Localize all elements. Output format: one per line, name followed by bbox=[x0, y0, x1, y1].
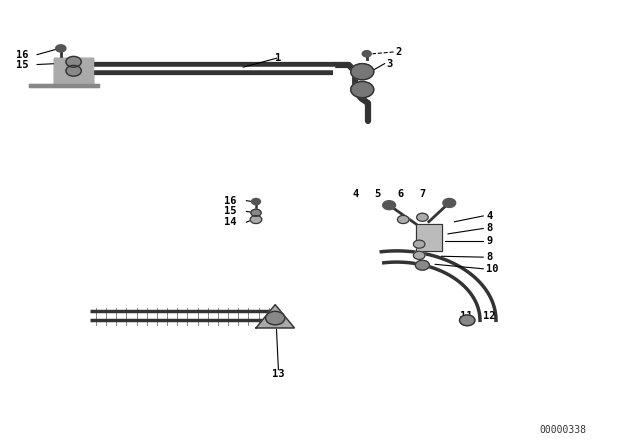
Circle shape bbox=[460, 315, 475, 326]
Text: 15: 15 bbox=[224, 207, 237, 216]
Circle shape bbox=[443, 198, 456, 207]
Text: 1: 1 bbox=[275, 53, 282, 63]
Text: 16: 16 bbox=[224, 196, 237, 206]
Polygon shape bbox=[416, 224, 442, 251]
Text: 4: 4 bbox=[486, 211, 493, 221]
Text: 15: 15 bbox=[16, 60, 29, 69]
Circle shape bbox=[415, 260, 429, 270]
Text: 11: 11 bbox=[460, 311, 472, 321]
Circle shape bbox=[362, 51, 371, 57]
Circle shape bbox=[413, 240, 425, 248]
Circle shape bbox=[383, 201, 396, 210]
Text: 9: 9 bbox=[486, 236, 493, 246]
Text: 12: 12 bbox=[483, 311, 496, 321]
Text: 4: 4 bbox=[352, 189, 358, 199]
Circle shape bbox=[252, 198, 260, 205]
Circle shape bbox=[266, 311, 285, 325]
Text: 13: 13 bbox=[272, 369, 285, 379]
Circle shape bbox=[351, 64, 374, 80]
Circle shape bbox=[250, 215, 262, 224]
Circle shape bbox=[417, 213, 428, 221]
Polygon shape bbox=[54, 58, 93, 85]
Text: 14: 14 bbox=[224, 217, 237, 227]
Circle shape bbox=[397, 215, 409, 224]
Circle shape bbox=[66, 56, 81, 67]
Polygon shape bbox=[256, 305, 294, 328]
Circle shape bbox=[66, 65, 81, 76]
Text: 8: 8 bbox=[486, 224, 493, 233]
Text: 5: 5 bbox=[374, 189, 381, 199]
Circle shape bbox=[251, 209, 261, 216]
Text: 6: 6 bbox=[397, 189, 403, 199]
Circle shape bbox=[56, 45, 66, 52]
Text: 00000338: 00000338 bbox=[540, 425, 587, 435]
Circle shape bbox=[351, 82, 374, 98]
Text: 3: 3 bbox=[386, 59, 392, 69]
Text: 16: 16 bbox=[16, 50, 29, 60]
Text: 7: 7 bbox=[419, 189, 426, 199]
Text: 8: 8 bbox=[486, 252, 493, 262]
Text: 2: 2 bbox=[396, 47, 402, 57]
Text: 10: 10 bbox=[486, 264, 499, 274]
Circle shape bbox=[413, 251, 425, 259]
Polygon shape bbox=[29, 84, 99, 87]
